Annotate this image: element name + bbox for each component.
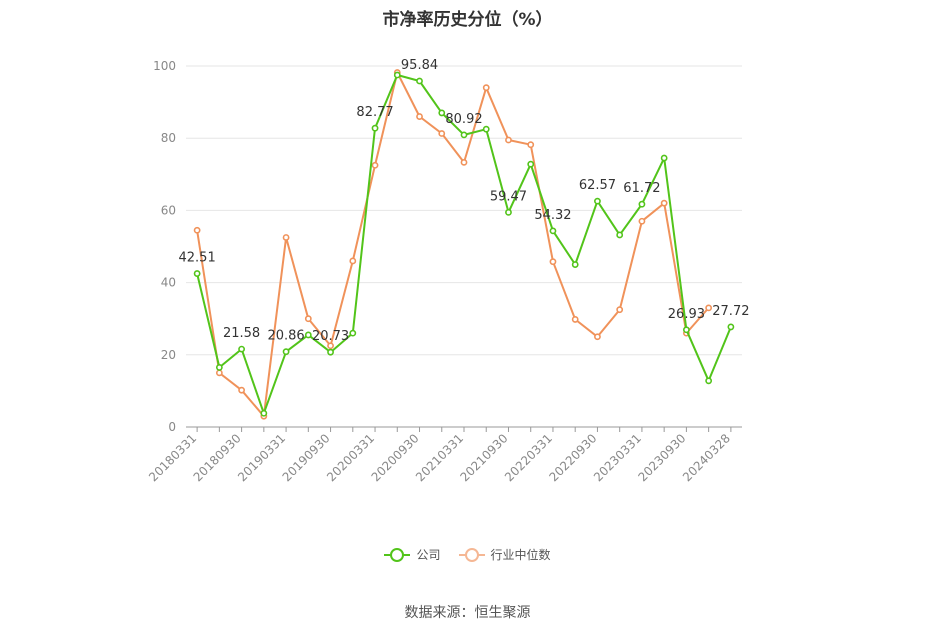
- data-point: [282, 348, 290, 356]
- data-point: [616, 231, 624, 239]
- data-point: [549, 227, 557, 235]
- data-point: [638, 217, 646, 225]
- data-label: 82.77: [356, 105, 393, 120]
- data-point: [193, 226, 201, 234]
- legend-company-swatch-icon: [384, 547, 411, 562]
- data-point: [327, 342, 334, 350]
- y-tick-label: 40: [161, 276, 176, 290]
- x-tick-label: 20240328: [680, 431, 733, 484]
- data-label: 80.92: [445, 112, 482, 127]
- chart-title: 市净率历史分位（%）: [382, 10, 553, 30]
- y-tick-label: 0: [168, 420, 176, 434]
- data-point: [505, 136, 512, 144]
- data-point: [349, 329, 357, 337]
- data-label: 59.47: [490, 189, 527, 204]
- data-point: [260, 409, 268, 417]
- grid: [186, 65, 742, 356]
- y-tick-label: 60: [161, 203, 176, 217]
- data-point: [416, 77, 423, 85]
- data-point: [705, 304, 713, 312]
- line-chart: 0204060801002018033120180930201903312019…: [146, 58, 750, 484]
- data-point: [527, 160, 535, 168]
- data-point: [304, 315, 312, 323]
- data-point: [594, 333, 601, 341]
- series-line-industry-median: [196, 71, 710, 418]
- legend: 公司 行业中位数: [0, 546, 935, 563]
- legend-industry-swatch-icon: [458, 547, 485, 562]
- data-point: [393, 71, 401, 79]
- series-lines: [193, 69, 735, 420]
- data-label: 54.32: [534, 208, 571, 223]
- data-label: 20.73: [312, 329, 349, 344]
- data-point: [460, 131, 468, 139]
- data-label: 21.58: [223, 326, 260, 341]
- data-point: [505, 208, 512, 216]
- data-point: [660, 199, 668, 207]
- data-point: [571, 261, 579, 268]
- data-point: [460, 158, 468, 166]
- data-point: [304, 331, 312, 339]
- data-point: [727, 323, 735, 331]
- data-point: [215, 364, 223, 371]
- data-point: [527, 141, 535, 149]
- data-point: [660, 154, 668, 162]
- data-point: [438, 109, 446, 117]
- data-point: [705, 377, 713, 385]
- data-label: 20.86: [267, 329, 304, 344]
- data-label: 26.93: [668, 307, 705, 322]
- data-point: [282, 234, 290, 241]
- legend-company-label: 公司: [416, 548, 441, 562]
- data-label: 27.72: [712, 304, 749, 319]
- data-point: [482, 125, 490, 133]
- data-point: [638, 200, 646, 208]
- data-point: [193, 270, 201, 277]
- data-point: [416, 113, 423, 120]
- data-point: [594, 197, 601, 205]
- data-point: [327, 348, 334, 356]
- data-point: [238, 386, 245, 394]
- data-point: [549, 258, 557, 266]
- data-point: [616, 306, 624, 314]
- data-label: 62.57: [579, 178, 616, 193]
- legend-item-industry-median[interactable]: 行业中位数: [458, 546, 551, 563]
- legend-item-company[interactable]: 公司: [384, 546, 441, 563]
- data-point: [683, 326, 690, 334]
- data-label: 42.51: [179, 251, 216, 266]
- data-point: [215, 369, 223, 377]
- data-point: [371, 161, 379, 169]
- data-point: [238, 345, 245, 353]
- data-point: [438, 130, 446, 137]
- data-label: 61.72: [623, 181, 660, 196]
- y-tick-label: 20: [161, 348, 176, 362]
- data-source: 数据来源：恒生聚源: [404, 605, 531, 621]
- axes: 0204060801002018033120180930201903312019…: [146, 59, 742, 484]
- data-point: [482, 84, 490, 92]
- data-point: [371, 124, 379, 132]
- y-tick-label: 80: [161, 131, 176, 145]
- y-tick-label: 100: [153, 59, 176, 73]
- legend-industry-label: 行业中位数: [490, 548, 551, 562]
- data-label: 95.84: [401, 58, 438, 73]
- data-point: [349, 257, 357, 265]
- data-labels: 42.51 21.58 20.86 20.73 82.77 95.84 80.92 59.47…: [179, 58, 750, 344]
- data-point: [571, 316, 579, 323]
